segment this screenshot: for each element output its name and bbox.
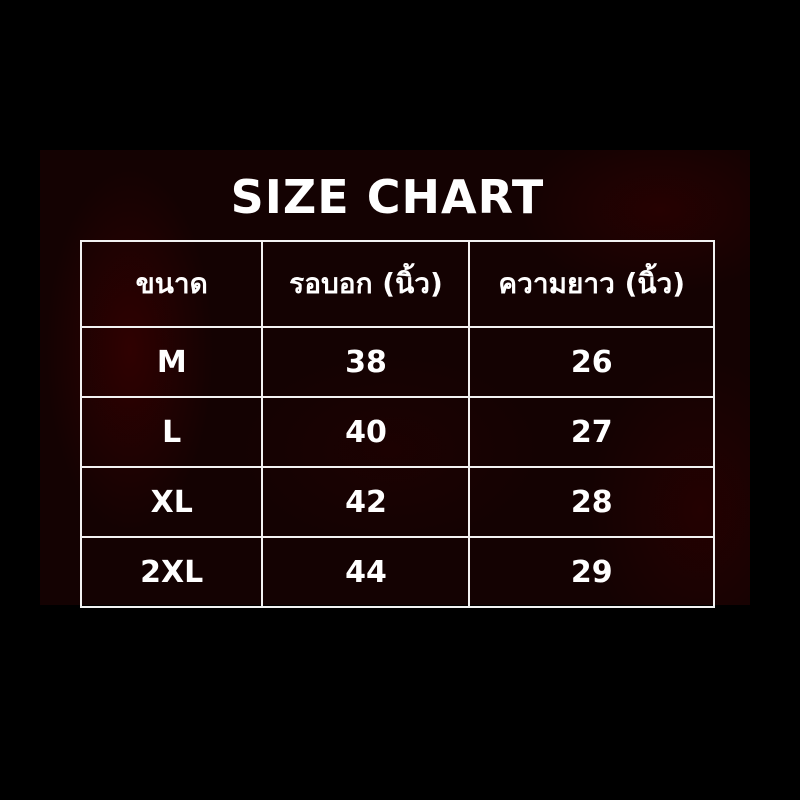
cell-chest: 40 bbox=[261, 396, 471, 468]
header-size: ขนาด bbox=[79, 240, 264, 328]
cell-size: L bbox=[79, 396, 264, 468]
cell-size: 2XL bbox=[79, 536, 264, 608]
table-row: L 40 27 bbox=[79, 396, 715, 468]
size-table: ขนาด รอบอก (นิ้ว) ความยาว (นิ้ว) M 38 26… bbox=[79, 240, 715, 608]
cell-length: 28 bbox=[468, 466, 715, 538]
header-chest: รอบอก (นิ้ว) bbox=[261, 240, 471, 328]
cell-size: XL bbox=[79, 466, 264, 538]
cell-chest: 42 bbox=[261, 466, 471, 538]
cell-size: M bbox=[79, 326, 264, 398]
cell-length: 26 bbox=[468, 326, 715, 398]
table-row: M 38 26 bbox=[79, 326, 715, 398]
page-title: SIZE CHART bbox=[230, 170, 545, 224]
cell-chest: 44 bbox=[261, 536, 471, 608]
header-length: ความยาว (นิ้ว) bbox=[468, 240, 715, 328]
table-row: XL 42 28 bbox=[79, 466, 715, 538]
table-row: 2XL 44 29 bbox=[79, 536, 715, 608]
cell-length: 29 bbox=[468, 536, 715, 608]
cell-chest: 38 bbox=[261, 326, 471, 398]
cell-length: 27 bbox=[468, 396, 715, 468]
header-row: ขนาด รอบอก (นิ้ว) ความยาว (นิ้ว) bbox=[79, 240, 715, 328]
